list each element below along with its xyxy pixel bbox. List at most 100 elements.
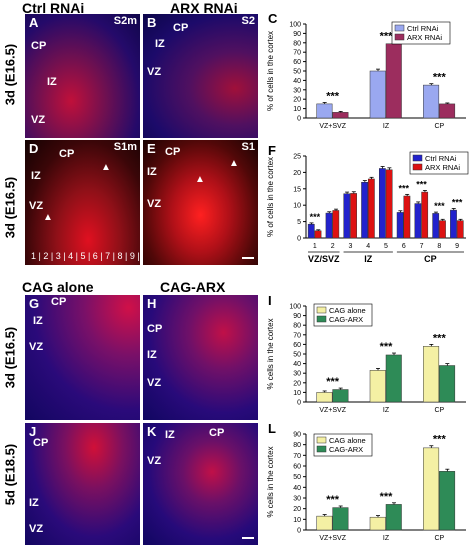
- y-tick-label: 60: [293, 464, 301, 471]
- row-label-4: 5d (E18.5): [2, 443, 18, 506]
- panel-letter-j: J: [29, 424, 37, 439]
- scale-bar: [242, 257, 254, 259]
- header-cag-arx: CAG-ARX: [160, 279, 226, 295]
- significance-label: ***: [433, 72, 447, 84]
- bar-chart-c: C % of cells in the cortex 0 10 20 30 40 50 60 70…: [266, 11, 466, 130]
- panel-letter-a: A: [29, 15, 39, 30]
- bar: [439, 471, 456, 531]
- legend-swatch: [316, 315, 327, 323]
- bar: [343, 193, 351, 239]
- y-tick-label: 70: [293, 453, 301, 460]
- legend-entry: CAG alone: [329, 306, 366, 315]
- bar: [369, 370, 386, 403]
- zone-label-vz: VZ: [29, 341, 44, 353]
- legend-box: [313, 433, 373, 457]
- bar: [403, 195, 411, 239]
- legend-box: [391, 21, 451, 45]
- significance-label: ***: [416, 179, 427, 189]
- x-tick-label: IZ: [383, 535, 390, 542]
- bar: [385, 504, 402, 531]
- legend-entry: CAG alone: [329, 436, 366, 445]
- bar: [369, 70, 386, 119]
- zone-label-vz: VZ: [147, 66, 162, 78]
- legend-entry: Ctrl RNAi: [425, 154, 457, 163]
- legend-swatch: [394, 24, 405, 32]
- bar: [314, 230, 322, 239]
- x-tick-label: 6: [402, 243, 406, 250]
- zone-label-vz: VZ: [147, 198, 162, 210]
- legend-entry: ARX RNAi: [407, 33, 442, 42]
- panel-letter-g: G: [29, 296, 40, 311]
- legend-swatch: [316, 445, 327, 453]
- panel-letter-c: C: [268, 11, 278, 26]
- arrowhead-icon: ▲: [195, 174, 205, 185]
- x-tick-label: 3: [348, 243, 352, 250]
- y-tick-label: 15: [293, 186, 301, 193]
- y-tick-label: 25: [293, 154, 301, 161]
- panel-letter-f: F: [268, 143, 276, 158]
- bar: [450, 209, 457, 239]
- bar: [316, 103, 333, 119]
- zone-label-vz: VZ: [29, 200, 44, 212]
- micrograph-panel-e: E S1 CP IZ VZ ▲ ▲: [143, 140, 258, 265]
- group-label: IZ: [364, 254, 373, 264]
- x-tick-label: 7: [420, 243, 424, 250]
- significance-label: ***: [433, 434, 447, 446]
- bar: [361, 181, 368, 239]
- y-tick-label: 10: [293, 203, 301, 210]
- zone-label-cp: CP: [31, 40, 47, 52]
- y-axis-label: % cells in the cortex: [266, 446, 275, 517]
- y-tick-label: 40: [293, 78, 301, 85]
- bar: [421, 191, 429, 239]
- significance-label: ***: [452, 197, 463, 207]
- y-tick-label: 30: [293, 87, 301, 94]
- y-tick-label: 50: [293, 352, 301, 359]
- micrograph-panel-g: G CP IZ VZ: [25, 295, 140, 420]
- x-tick-label: 5: [384, 243, 388, 250]
- zone-label-iz: IZ: [47, 76, 57, 88]
- bar: [385, 169, 393, 239]
- bar: [439, 220, 446, 239]
- panel-letter-d: D: [29, 141, 39, 156]
- legend-swatch: [316, 436, 327, 444]
- y-tick-label: 70: [293, 332, 301, 339]
- bar: [385, 354, 402, 403]
- micrograph-panel-a: A S2m CP IZ VZ: [25, 14, 140, 138]
- bar: [423, 84, 440, 119]
- bar: [439, 103, 456, 119]
- significance-label: ***: [399, 183, 410, 193]
- bar: [367, 178, 375, 239]
- y-tick-label: 40: [293, 485, 301, 492]
- legend-entry: CAG-ARX: [329, 445, 363, 454]
- significance-label: ***: [380, 491, 394, 503]
- y-tick-label: 80: [293, 442, 301, 449]
- zone-label-cp: CP: [165, 146, 181, 158]
- bar: [332, 389, 349, 403]
- zone-label-iz: IZ: [33, 315, 43, 327]
- significance-label: ***: [380, 30, 394, 42]
- zone-label-cp: CP: [59, 148, 75, 160]
- y-tick-label: 20: [293, 380, 301, 387]
- zone-label-iz: IZ: [31, 170, 41, 182]
- significance-label: ***: [326, 494, 340, 506]
- scale-bar: [242, 537, 254, 539]
- bar: [414, 203, 422, 239]
- micrograph-panel-d: D S1m CP IZ VZ ▲ ▲ 1 | 2 | 3 | 4 | 5 | 6…: [25, 140, 140, 265]
- bar: [332, 210, 340, 239]
- panel-letter-k: K: [147, 424, 157, 439]
- bar: [432, 213, 440, 239]
- zone-label-vz: VZ: [147, 455, 162, 467]
- y-tick-label: 60: [293, 342, 301, 349]
- bar: [332, 507, 349, 531]
- legend-entry: Ctrl RNAi: [407, 24, 439, 33]
- x-tick-label: IZ: [383, 407, 390, 414]
- bar-chart-l: L % cells in the cortex 0 10 20 30 40 50 60 70 80 9…: [266, 421, 466, 542]
- legend-box: [313, 303, 373, 327]
- x-tick-label: 1: [313, 243, 317, 250]
- y-axis-label: % of cells in the cortex: [266, 157, 275, 237]
- zone-label-vz: VZ: [29, 523, 44, 535]
- y-tick-label: 30: [293, 371, 301, 378]
- zone-label-iz: IZ: [155, 38, 165, 50]
- y-tick-label: 100: [289, 22, 301, 29]
